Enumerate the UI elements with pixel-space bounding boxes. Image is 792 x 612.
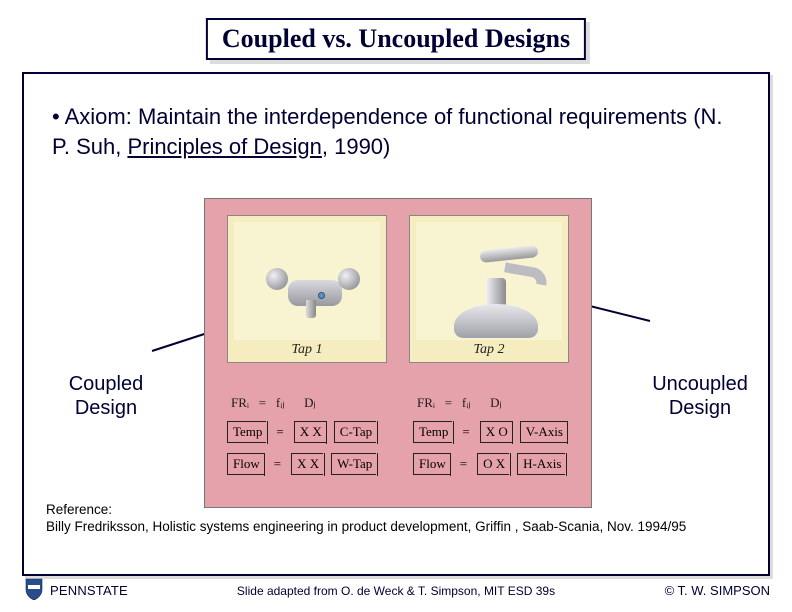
copyright-name: IMPSON (719, 583, 770, 598)
rhs: W-Tap (331, 453, 376, 475)
eq-right-row2: Flow = O X H-Axis (413, 453, 565, 475)
pennstate-shield-icon (24, 578, 44, 600)
penn: PENN (50, 583, 87, 598)
copyright-prefix: © T. W. S (665, 583, 719, 598)
uncoupled-label: Uncoupled Design (640, 372, 760, 420)
eq-right-row1: Temp = X O V-Axis (413, 421, 567, 443)
page-title: Coupled vs. Uncoupled Designs (222, 24, 570, 53)
bullet-cite: Principles of Design (127, 134, 321, 159)
equals-icon: = (458, 456, 469, 472)
equals-icon: = (274, 424, 285, 440)
rhs: C-Tap (334, 421, 376, 443)
equals-icon: = (272, 456, 283, 472)
lhs: Temp (413, 421, 452, 443)
figure-panel: Tap 1 Tap 2 FRᵢ = fᵢⱼ Dⱼ FRᵢ = fᵢⱼ Dⱼ Te… (204, 198, 592, 508)
footer-center: Slide adapted from O. de Weck & T. Simps… (237, 584, 555, 598)
eq-left-row1: Temp = X X C-Tap (227, 421, 376, 443)
pennstate-text: PENNSTATE (50, 583, 128, 598)
equals-icon: = (460, 424, 471, 440)
tap2-drawing (416, 222, 562, 340)
tile-tap2: Tap 2 (409, 215, 569, 363)
rhs: H-Axis (517, 453, 565, 475)
matrix: X X (291, 453, 323, 475)
eq-left-row2: Flow = X X W-Tap (227, 453, 376, 475)
tap2-label: Tap 2 (410, 342, 568, 358)
lhs: Temp (227, 421, 266, 443)
coupled-label: Coupled Design (56, 372, 156, 420)
rhs: V-Axis (520, 421, 567, 443)
content-box: • Axiom: Maintain the interdependence of… (22, 72, 770, 576)
matrix: O X (477, 453, 509, 475)
footer-copyright: © T. W. SIMPSON (665, 583, 770, 598)
tap1-drawing (234, 222, 380, 340)
matrix: X O (480, 421, 512, 443)
lhs: Flow (227, 453, 264, 475)
state: STATE (87, 583, 128, 598)
reference-text: Reference: Billy Fredriksson, Holistic s… (46, 501, 686, 536)
axiom-bullet: • Axiom: Maintain the interdependence of… (52, 102, 732, 161)
lhs: Flow (413, 453, 450, 475)
tap1-label: Tap 1 (228, 342, 386, 358)
eq-header-right: FRᵢ = fᵢⱼ Dⱼ (417, 395, 502, 411)
tile-tap1: Tap 1 (227, 215, 387, 363)
footer: PENNSTATE Slide adapted from O. de Weck … (0, 584, 792, 606)
eq-header-left: FRᵢ = fᵢⱼ Dⱼ (231, 395, 316, 411)
matrix: X X (294, 421, 326, 443)
bullet-suffix: , 1990) (322, 134, 391, 159)
title-box: Coupled vs. Uncoupled Designs (206, 18, 586, 60)
